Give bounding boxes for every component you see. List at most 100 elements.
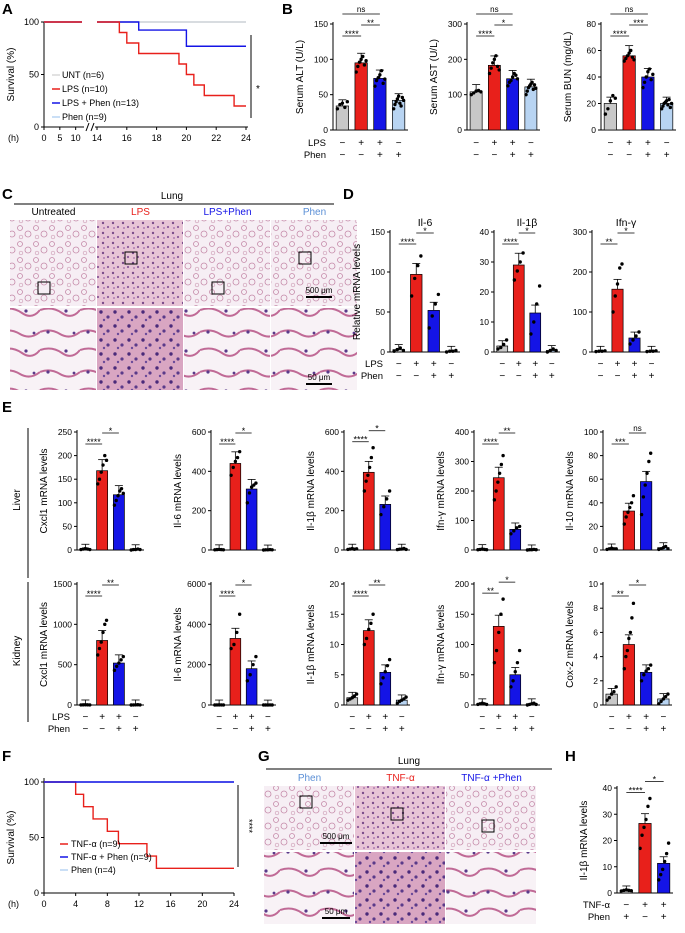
treatment-sign: +: [377, 150, 383, 161]
y-tick-label: 300: [573, 227, 587, 237]
data-point: [514, 73, 518, 77]
treatment-sign: −: [642, 912, 648, 923]
data-point: [644, 75, 648, 79]
data-point: [366, 473, 370, 477]
data-point: [237, 612, 242, 616]
data-point: [404, 695, 408, 699]
series-line: [44, 781, 234, 870]
x-tick-label: 14: [92, 133, 102, 143]
y-tick-label: 0: [334, 700, 339, 710]
bar: [245, 488, 258, 551]
data-point: [612, 689, 616, 694]
data-point: [666, 547, 670, 551]
sig-label: **: [373, 578, 381, 588]
y-tick-label: 250: [58, 427, 72, 437]
data-point: [395, 347, 399, 352]
data-point: [594, 349, 598, 354]
y-tick-label: 100: [573, 307, 587, 317]
histology-high-mag: [446, 852, 536, 924]
x-tick-label: 5: [57, 133, 62, 143]
legend-label: TNF-α + Phen (n=9): [71, 852, 152, 862]
treatment-sign: −: [660, 712, 666, 723]
treatment-sign: −: [473, 138, 479, 149]
bar: [379, 671, 392, 706]
y-tick-label: 6000: [187, 579, 206, 589]
histology-low-mag: [10, 220, 96, 306]
y-tick-label: 0: [334, 545, 339, 555]
y-tick-label: 4: [593, 652, 598, 662]
data-point: [391, 107, 396, 111]
data-point: [525, 89, 529, 93]
data-point: [231, 465, 235, 470]
y-tick-label: 100: [314, 54, 328, 64]
data-point: [613, 294, 617, 298]
x-unit: (h): [8, 899, 19, 909]
data-point: [631, 601, 636, 606]
data-point: [537, 284, 542, 288]
data-point: [624, 654, 628, 659]
data-point: [235, 630, 239, 635]
scalebar-bottom-label: 50 μm: [325, 907, 348, 916]
y-tick-label: 30: [480, 257, 490, 267]
panel-label-E: E: [2, 399, 12, 416]
data-point: [657, 702, 661, 706]
treatment-sign: +: [377, 138, 383, 149]
data-point: [648, 349, 652, 353]
data-point: [496, 347, 500, 351]
data-point: [632, 58, 636, 62]
data-point: [364, 479, 368, 483]
data-point: [517, 524, 522, 529]
data-point: [114, 664, 119, 668]
data-point: [639, 679, 644, 683]
treatment-label: Phen: [48, 724, 70, 735]
data-point: [512, 278, 517, 282]
sig-label: *: [624, 226, 628, 236]
data-point: [515, 660, 520, 665]
treatment-sign: −: [396, 138, 402, 149]
treatment-sign: +: [116, 724, 122, 735]
data-point: [112, 668, 117, 673]
histology-label: Phen: [303, 207, 326, 218]
x-tick-label: 24: [229, 899, 239, 909]
data-point: [354, 692, 359, 696]
data-point: [659, 699, 663, 704]
data-point: [510, 75, 515, 79]
y-tick-label: 400: [325, 466, 339, 476]
y-axis-label: Il-10 mRNA levels: [565, 451, 576, 530]
data-point: [401, 348, 406, 353]
treatment-sign: +: [623, 912, 629, 923]
data-point: [615, 282, 620, 286]
data-point: [354, 70, 358, 74]
data-point: [112, 503, 117, 507]
bar: [379, 504, 392, 551]
y-tick-label: 200: [325, 506, 339, 516]
data-point: [648, 663, 653, 667]
data-point: [221, 703, 226, 707]
bar: [112, 494, 125, 551]
data-point: [614, 685, 618, 689]
y-tick-label: 0: [464, 545, 469, 555]
y-axis-label: Serum AST (U/L): [429, 39, 440, 115]
data-point: [627, 636, 631, 641]
treatment-sign: +: [529, 724, 535, 735]
row-label-kidney: Kidney: [12, 636, 23, 667]
y-tick-label: 10: [480, 317, 490, 327]
y-tick-label: 150: [371, 227, 385, 237]
data-point: [492, 498, 497, 502]
bar: [622, 644, 635, 706]
data-point: [387, 489, 392, 493]
y-tick-label: 100: [448, 90, 462, 100]
data-point: [628, 630, 633, 635]
treatment-sign: +: [399, 724, 405, 735]
sig-label: ****: [220, 589, 235, 599]
treatment-sign: −: [339, 138, 345, 149]
treatment-sign: −: [399, 712, 405, 723]
data-point: [367, 465, 372, 470]
data-point: [667, 97, 671, 102]
sig-label: *: [636, 578, 640, 588]
data-point: [369, 455, 374, 460]
y-tick-label: 60: [587, 46, 597, 56]
